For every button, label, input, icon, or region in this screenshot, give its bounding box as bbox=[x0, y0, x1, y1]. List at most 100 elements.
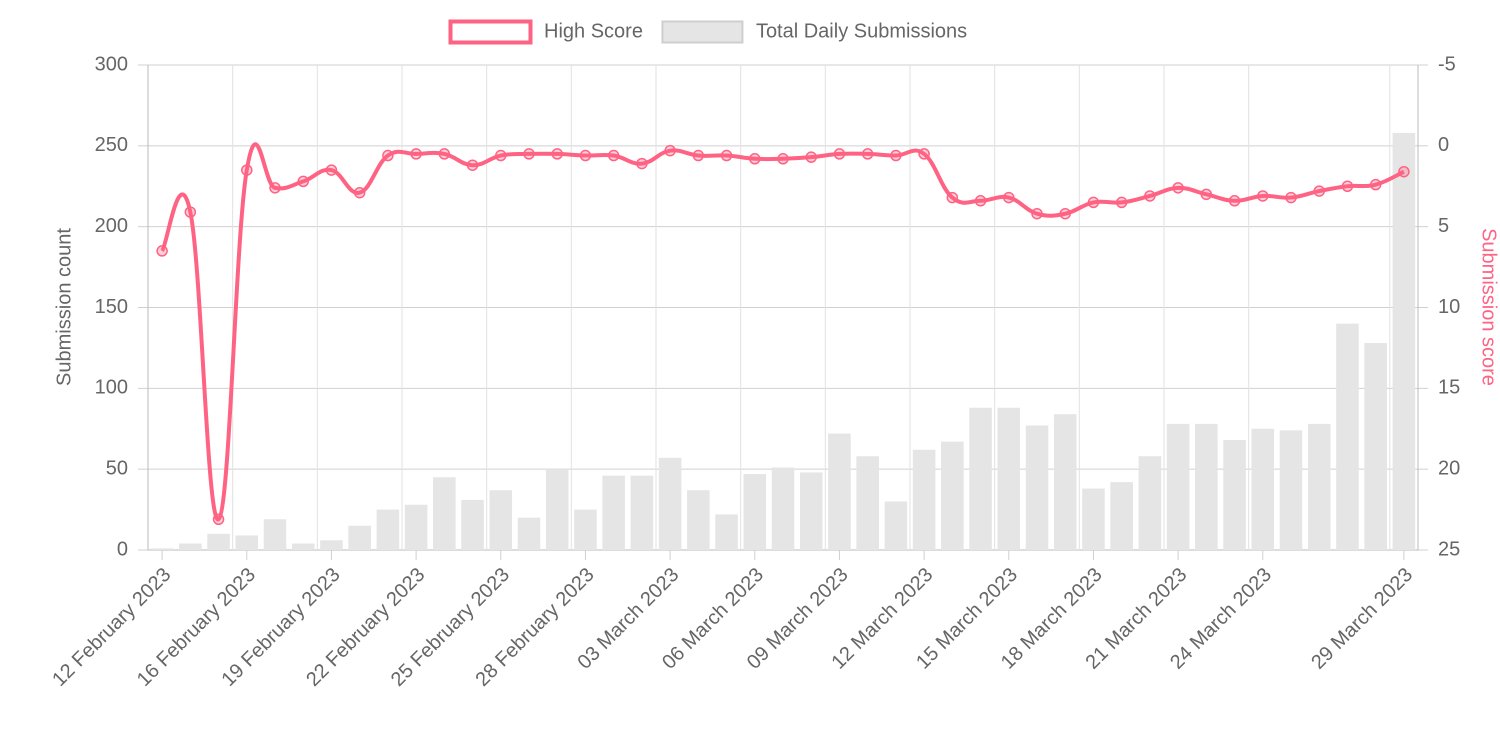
bar bbox=[1336, 323, 1359, 550]
line-point bbox=[664, 144, 676, 157]
line-point bbox=[777, 153, 789, 165]
line-point bbox=[212, 513, 225, 526]
y2-tick-label: -5 bbox=[1438, 53, 1456, 75]
line bbox=[160, 142, 1405, 522]
y2-tick-label: 20 bbox=[1438, 457, 1460, 479]
bar bbox=[715, 514, 738, 550]
line-point bbox=[918, 148, 930, 160]
bar bbox=[1082, 488, 1105, 550]
y2-axis-title: Submission score bbox=[1478, 228, 1500, 386]
line-point bbox=[1257, 190, 1269, 202]
bar bbox=[235, 535, 259, 550]
line-point bbox=[410, 148, 422, 160]
bar bbox=[1195, 423, 1218, 550]
line-point bbox=[833, 148, 846, 160]
bar bbox=[489, 490, 513, 550]
bar bbox=[630, 475, 654, 550]
line-point bbox=[1313, 185, 1325, 197]
y-tick-label: 0 bbox=[117, 538, 128, 560]
bar bbox=[263, 519, 287, 550]
bar bbox=[1279, 430, 1303, 550]
line-point bbox=[720, 149, 733, 162]
line-point bbox=[523, 148, 535, 160]
bar bbox=[856, 456, 879, 550]
line-point bbox=[1398, 165, 1410, 178]
line-point bbox=[1369, 178, 1382, 191]
legend-label: High Score bbox=[544, 20, 643, 42]
bar bbox=[574, 509, 597, 550]
line-point bbox=[382, 149, 394, 162]
line-point bbox=[297, 175, 309, 188]
line-point bbox=[1200, 188, 1213, 201]
x-tick-label: 29 March 2023 bbox=[1307, 564, 1417, 674]
line-point bbox=[156, 245, 168, 257]
line-point bbox=[1115, 196, 1128, 209]
y2-tick-label: 0 bbox=[1438, 134, 1449, 156]
y2-tick-label: 15 bbox=[1438, 377, 1460, 399]
bar bbox=[207, 533, 230, 550]
bar bbox=[1053, 414, 1077, 550]
bar bbox=[376, 509, 400, 550]
bar bbox=[1251, 428, 1275, 550]
line-point bbox=[241, 164, 253, 176]
y-tick-label: 250 bbox=[95, 134, 128, 156]
line-point bbox=[353, 186, 366, 199]
bar bbox=[941, 441, 964, 550]
line-point bbox=[495, 149, 507, 162]
y2-tick-label: 25 bbox=[1438, 538, 1460, 560]
bar bbox=[687, 490, 710, 550]
line-point bbox=[1341, 180, 1354, 192]
bar bbox=[743, 474, 767, 550]
bar bbox=[658, 457, 682, 550]
line-point bbox=[946, 191, 959, 204]
bar bbox=[912, 449, 936, 550]
bar bbox=[799, 472, 823, 550]
bar bbox=[884, 501, 908, 550]
y-tick-label: 100 bbox=[95, 377, 128, 399]
bar bbox=[291, 543, 315, 550]
bar bbox=[828, 433, 851, 550]
line-point bbox=[325, 164, 338, 176]
line-point bbox=[1285, 191, 1297, 204]
y-tick-label: 200 bbox=[95, 215, 128, 237]
bar bbox=[602, 475, 625, 550]
line-point bbox=[1087, 196, 1100, 209]
line-point bbox=[1172, 182, 1184, 194]
bar bbox=[997, 407, 1021, 550]
line-point bbox=[269, 182, 281, 194]
bar bbox=[1223, 440, 1246, 550]
y-tick-label: 150 bbox=[95, 296, 128, 318]
y-tick-label: 50 bbox=[106, 457, 128, 479]
line-point bbox=[579, 149, 592, 162]
legend-label: Total Daily Submissions bbox=[756, 20, 967, 42]
line-point bbox=[438, 148, 451, 160]
line-point bbox=[1031, 207, 1043, 220]
bar bbox=[1138, 456, 1162, 550]
legend-swatch bbox=[448, 19, 533, 45]
bar bbox=[348, 525, 371, 550]
bar bbox=[179, 543, 202, 550]
y-tick-label: 300 bbox=[95, 53, 128, 75]
legend-swatch bbox=[661, 20, 744, 44]
bar bbox=[771, 467, 795, 550]
bar bbox=[517, 517, 541, 550]
bar bbox=[1110, 482, 1133, 550]
bar bbox=[404, 504, 428, 550]
bar bbox=[545, 469, 569, 550]
line-point bbox=[636, 157, 648, 170]
line-point bbox=[749, 153, 761, 165]
y2-tick-label: 5 bbox=[1438, 215, 1449, 237]
y-axis-title: Submission count bbox=[53, 228, 75, 386]
bar bbox=[1307, 423, 1331, 550]
line-point bbox=[607, 149, 620, 162]
line-point bbox=[551, 148, 563, 160]
line-point bbox=[1003, 191, 1015, 204]
bar bbox=[320, 540, 343, 550]
bar bbox=[461, 499, 484, 550]
line-point bbox=[184, 206, 197, 218]
bar bbox=[969, 407, 992, 550]
bar bbox=[1166, 423, 1190, 550]
bar bbox=[1364, 343, 1387, 550]
bar bbox=[1025, 425, 1049, 550]
